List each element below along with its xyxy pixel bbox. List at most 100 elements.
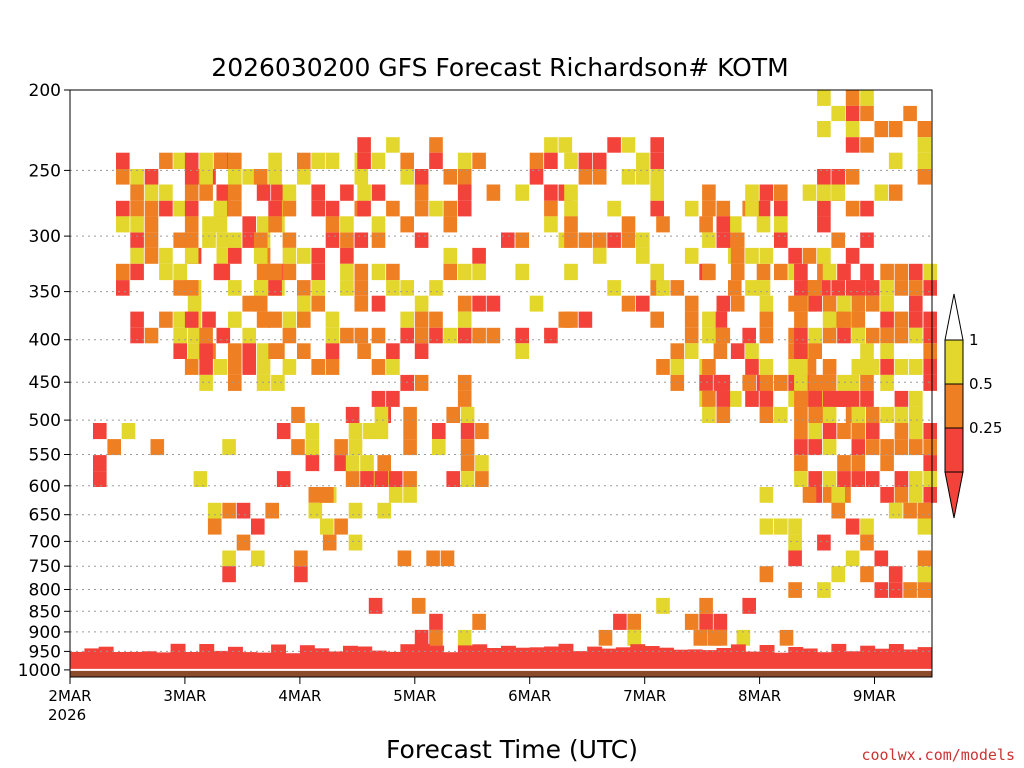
- heatmap-cell: [116, 263, 130, 281]
- heatmap-cell: [130, 263, 144, 281]
- heatmap-cell: [774, 652, 789, 672]
- heatmap-cell: [515, 647, 531, 672]
- heatmap-cell: [544, 137, 558, 153]
- heatmap-cell: [325, 152, 340, 169]
- heatmap-cell: [808, 423, 822, 440]
- heatmap-cell: [311, 295, 325, 312]
- heatmap-cell: [923, 327, 937, 344]
- heatmap-cell: [291, 406, 305, 423]
- heatmap-cell: [311, 152, 325, 169]
- heatmap-cell: [702, 184, 716, 201]
- heatmap-cell: [923, 471, 937, 487]
- heatmap-cell: [923, 263, 937, 281]
- heatmap-cell: [184, 359, 199, 375]
- heatmap-cell: [253, 232, 268, 248]
- heatmap-cell: [443, 247, 458, 264]
- heatmap-cell: [265, 502, 279, 519]
- heatmap-cell: [774, 216, 788, 233]
- heatmap-cell: [170, 643, 186, 672]
- heatmap-cell: [888, 566, 903, 583]
- heatmap-cell: [460, 471, 475, 487]
- heatmap-cell: [130, 184, 144, 201]
- heatmap-cell: [837, 390, 851, 407]
- heatmap-cell: [564, 216, 578, 233]
- heatmap-cell: [116, 169, 130, 185]
- heatmap-cell: [888, 184, 903, 201]
- heatmap-cell: [917, 647, 933, 672]
- heatmap-cell: [173, 263, 187, 281]
- heatmap-cell: [256, 263, 271, 281]
- heatmap-cell: [222, 550, 236, 567]
- y-tick-label: 550: [29, 446, 61, 466]
- heatmap-cell: [299, 645, 315, 672]
- heatmap-cell: [774, 200, 788, 217]
- heatmap-cell: [613, 613, 627, 630]
- legend-arrow-bottom: [944, 471, 964, 519]
- heatmap-cell: [400, 644, 416, 672]
- heatmap-cell: [271, 184, 285, 201]
- heatmap-cell: [216, 184, 231, 201]
- heatmap-cell: [529, 152, 544, 169]
- heatmap-cell: [397, 550, 412, 567]
- heatmap-cell: [544, 327, 558, 344]
- heatmap-cell: [443, 263, 458, 281]
- heatmap-cell: [845, 518, 860, 535]
- x-tick-label: 5MAR: [393, 687, 436, 705]
- heatmap-cell: [745, 184, 759, 201]
- heatmap-cell: [779, 629, 794, 646]
- heatmap-cell: [457, 327, 472, 344]
- plot-frame: [69, 89, 933, 678]
- heatmap-cell: [93, 471, 107, 487]
- heatmap-cell: [282, 200, 297, 217]
- heatmap-cell: [322, 534, 337, 551]
- heatmap-cell: [880, 311, 894, 328]
- y-tick-label: 400: [29, 331, 61, 351]
- heatmap-cell: [831, 232, 845, 248]
- heatmap-cell: [716, 406, 731, 423]
- heatmap-cell: [429, 280, 443, 296]
- heatmap-cell: [837, 327, 851, 344]
- legend-swatch: [944, 427, 964, 473]
- heatmap-cell: [822, 327, 837, 344]
- heatmap-cell: [808, 439, 822, 456]
- heatmap-cell: [403, 423, 417, 440]
- heatmap-cell: [297, 295, 311, 312]
- heatmap-cell: [756, 216, 771, 233]
- heatmap-cell: [216, 247, 231, 264]
- heatmap-cell: [670, 280, 685, 296]
- heatmap-cell: [213, 359, 228, 375]
- heatmap-cell: [860, 232, 874, 248]
- heatmap-cell: [414, 311, 429, 328]
- heatmap-cell: [130, 169, 144, 185]
- heatmap-cell: [837, 471, 851, 487]
- heatmap-cell: [388, 471, 403, 487]
- heatmap-cell: [845, 550, 860, 567]
- heatmap-cell: [730, 295, 745, 312]
- heatmap-cell: [644, 646, 660, 672]
- heatmap-cell: [282, 359, 297, 375]
- heatmap-cell: [716, 327, 731, 344]
- heatmap-cell: [297, 169, 311, 185]
- heatmap-cell: [702, 390, 716, 407]
- heatmap-cell: [788, 247, 802, 264]
- heatmap-cell: [888, 121, 903, 138]
- heatmap-cell: [917, 137, 932, 153]
- heatmap-cell: [860, 518, 874, 535]
- heatmap-cell: [443, 652, 459, 672]
- heatmap-cell: [817, 200, 831, 217]
- heatmap-cell: [173, 152, 187, 169]
- y-tick-label: 300: [29, 227, 61, 247]
- heatmap-cell: [130, 247, 144, 264]
- heatmap-cell: [874, 582, 889, 598]
- heatmap-cell: [360, 471, 374, 487]
- heatmap-cell: [802, 487, 817, 503]
- heatmap-cell: [808, 390, 822, 407]
- heatmap-cell: [894, 487, 909, 503]
- heatmap-cell: [759, 374, 774, 391]
- heatmap-cell: [759, 184, 774, 201]
- heatmap-cell: [822, 263, 837, 281]
- heatmap-cell: [621, 216, 636, 233]
- heatmap-cell: [116, 216, 130, 233]
- heatmap-cell: [687, 649, 703, 672]
- heatmap-cell: [93, 423, 107, 440]
